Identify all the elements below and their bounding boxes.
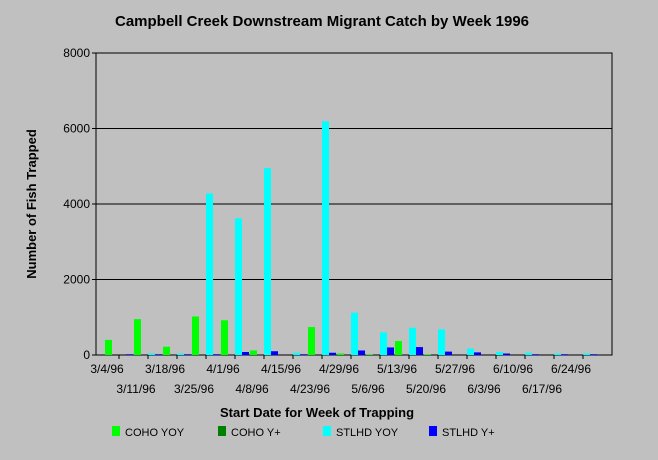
x-tick-label: 4/23/96 <box>290 382 330 396</box>
bar-coho-yoy-4 <box>221 320 228 355</box>
legend-label: STLHD Y+ <box>442 427 495 439</box>
bar-stlhd-y--12 <box>474 352 481 355</box>
x-axis-label: Start Date for Week of Trapping <box>220 405 414 420</box>
x-tick-label: 5/20/96 <box>406 382 446 396</box>
y-tick-label: 4000 <box>63 197 90 211</box>
legend-swatch <box>323 426 331 436</box>
bar-coho-yoy-11 <box>424 354 431 355</box>
x-tick-label: 6/17/96 <box>522 382 562 396</box>
bar-stlhd-yoy-10 <box>409 327 416 355</box>
x-tick-label: 5/6/96 <box>351 382 385 396</box>
bar-stlhd-yoy-1 <box>148 353 155 355</box>
bar-stlhd-y--9 <box>387 347 394 355</box>
bar-coho-yoy-2 <box>163 346 170 355</box>
x-axis: 3/4/96 3/11/96 3/18/96 3/25/96 4/1/96 4/8/96 4… <box>90 355 591 396</box>
x-tick-label: 5/13/96 <box>377 362 417 376</box>
legend-swatch <box>218 426 226 436</box>
bar-stlhd-yoy-11 <box>438 329 445 355</box>
legend-swatch <box>112 426 120 436</box>
bar-marks <box>105 121 597 355</box>
bar-stlhd-y--2 <box>184 354 191 355</box>
legend-label: COHO Y+ <box>231 427 281 439</box>
bar-coho-yoy-0 <box>105 339 112 355</box>
legend: COHO YOY COHO Y+ STLHD YOY STLHD Y+ <box>112 426 495 439</box>
bar-stlhd-y--16 <box>590 354 597 355</box>
legend-label: COHO YOY <box>125 427 185 439</box>
y-tick-label: 2000 <box>63 273 90 287</box>
x-tick-label: 6/3/96 <box>467 382 501 396</box>
bar-stlhd-y--15 <box>561 354 568 355</box>
bar-stlhd-y--4 <box>242 351 249 355</box>
bar-stlhd-yoy-13 <box>496 351 503 355</box>
bar-stlhd-y--1 <box>155 354 162 355</box>
x-tick-label: 5/27/96 <box>435 362 475 376</box>
y-axis: 0 2000 4000 6000 8000 <box>63 46 96 362</box>
bar-stlhd-yoy-2 <box>177 353 184 355</box>
bar-stlhd-y--0 <box>126 354 133 355</box>
bar-stlhd-y--3 <box>213 354 220 355</box>
x-tick-label: 6/10/96 <box>493 362 533 376</box>
x-tick-label: 4/15/96 <box>261 362 301 376</box>
bar-stlhd-yoy-4 <box>235 218 242 355</box>
legend-label: STLHD YOY <box>336 427 399 439</box>
bar-stlhd-y--13 <box>503 353 510 355</box>
chart-title: Campbell Creek Downstream Migrant Catch … <box>115 13 529 30</box>
y-tick-label: 6000 <box>63 122 90 136</box>
y-tick-label: 8000 <box>63 46 90 60</box>
x-tick-label: 4/8/96 <box>235 382 269 396</box>
x-tick-label: 3/18/96 <box>145 362 185 376</box>
gridlines <box>96 128 612 280</box>
y-axis-label: Number of Fish Trapped <box>24 129 39 279</box>
bar-stlhd-yoy-14 <box>525 352 532 355</box>
bar-stlhd-yoy-12 <box>467 348 474 355</box>
bar-stlhd-yoy-8 <box>351 312 358 355</box>
bar-stlhd-yoy-5 <box>264 168 271 355</box>
bar-coho-yoy-8 <box>337 353 344 355</box>
bar-coho-yoy-10 <box>395 341 402 355</box>
bar-stlhd-yoy-7 <box>322 121 329 355</box>
bar-stlhd-y--10 <box>416 347 423 355</box>
x-tick-label: 3/25/96 <box>174 382 214 396</box>
legend-swatch <box>429 426 437 436</box>
bar-stlhd-yoy-15 <box>554 353 561 355</box>
bar-stlhd-y--11 <box>445 351 452 355</box>
bar-stlhd-yoy-16 <box>583 353 590 355</box>
bar-coho-yoy-9 <box>366 354 373 355</box>
bar-stlhd-y--5 <box>271 351 278 355</box>
x-tick-label: 4/1/96 <box>206 362 240 376</box>
y-tick-label: 0 <box>83 348 90 362</box>
bar-stlhd-yoy-9 <box>380 332 387 355</box>
bar-coho-yoy-5 <box>250 350 257 355</box>
x-tick-label: 3/11/96 <box>116 382 155 396</box>
bar-stlhd-y--14 <box>532 354 539 355</box>
bar-stlhd-yoy-6 <box>293 352 300 355</box>
x-tick-label: 6/24/96 <box>551 362 591 376</box>
bar-stlhd-yoy-3 <box>206 193 213 355</box>
x-tick-label: 3/4/96 <box>90 362 124 376</box>
bar-coho-yoy-7 <box>308 327 315 355</box>
x-tick-label: 4/29/96 <box>319 362 359 376</box>
bar-stlhd-y--7 <box>329 352 336 355</box>
bar-stlhd-y--8 <box>358 350 365 355</box>
bar-coho-yoy-3 <box>192 316 199 355</box>
bar-coho-yoy-1 <box>134 319 141 355</box>
bar-stlhd-y--6 <box>300 354 307 355</box>
